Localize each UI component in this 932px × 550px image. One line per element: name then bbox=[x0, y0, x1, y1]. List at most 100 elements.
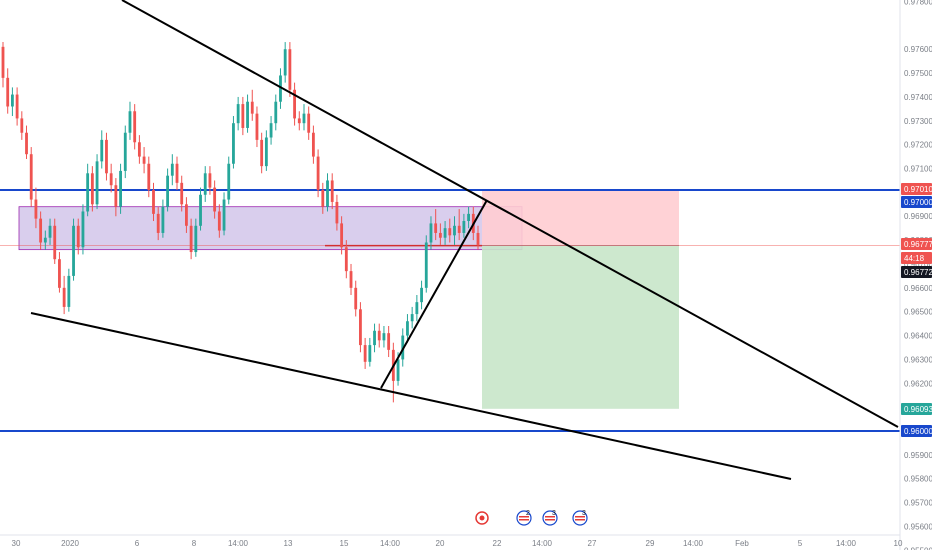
price-tick-label: 0.96300 bbox=[904, 355, 932, 364]
lower-wedge-line[interactable] bbox=[30, 312, 792, 480]
candle-body bbox=[330, 180, 334, 202]
candle-body bbox=[58, 259, 61, 288]
price-badges: 0.97010 0.97000 0.96777 44:18 0.96772 0.96093… bbox=[901, 183, 932, 437]
us-flag-icon[interactable] bbox=[542, 510, 558, 526]
candle-body bbox=[363, 345, 367, 362]
candle-body bbox=[424, 242, 428, 288]
candle-body bbox=[283, 49, 287, 76]
time-tick-label: 15 bbox=[340, 539, 349, 548]
candle-body bbox=[137, 142, 141, 157]
candle-body bbox=[166, 175, 170, 207]
candle-body bbox=[316, 156, 320, 190]
price-badge-label: 0.96093 bbox=[904, 405, 932, 414]
candle-body bbox=[241, 104, 245, 128]
candle-body bbox=[373, 330, 376, 346]
flag-stripe bbox=[575, 516, 585, 518]
candle-body bbox=[250, 101, 254, 114]
price-tick-label: 0.96500 bbox=[904, 308, 932, 317]
upper-wedge-line[interactable] bbox=[121, 0, 899, 428]
candle-body bbox=[53, 225, 57, 260]
candle-body bbox=[25, 132, 28, 155]
zone-layer bbox=[18, 206, 523, 251]
time-tick-label: 14:00 bbox=[836, 539, 857, 548]
flag-stripe bbox=[519, 516, 529, 518]
candle-body bbox=[236, 104, 240, 124]
price-tick-label: 0.96600 bbox=[904, 284, 932, 293]
price-tick-label: 0.97100 bbox=[904, 165, 932, 174]
price-badge bbox=[901, 238, 932, 250]
candle-body bbox=[199, 194, 202, 226]
flag-event-dot bbox=[479, 515, 485, 521]
candle-body bbox=[123, 132, 127, 171]
position-stop-zone bbox=[482, 190, 679, 246]
candle-body bbox=[232, 123, 235, 164]
candle-body bbox=[29, 154, 33, 200]
time-tick-label: 14:00 bbox=[380, 539, 401, 548]
candle-body bbox=[62, 287, 66, 307]
rising-line[interactable] bbox=[380, 199, 488, 389]
time-tick-label: 29 bbox=[646, 539, 655, 548]
time-axis[interactable]: 30 2020 6 8 14:00 13 15 14:00 20 22 14:00 27 29 14:00… bbox=[12, 539, 903, 548]
candle-body bbox=[382, 333, 386, 341]
price-badge bbox=[901, 266, 932, 278]
candle-body bbox=[349, 271, 353, 288]
candle-body bbox=[185, 204, 188, 226]
candle-body bbox=[340, 223, 344, 248]
candle-body bbox=[368, 345, 372, 362]
candle-body bbox=[39, 218, 43, 243]
candle-body bbox=[152, 190, 155, 214]
candle-body bbox=[307, 113, 311, 133]
candle-body bbox=[1, 46, 5, 78]
candle-body bbox=[100, 139, 104, 162]
price-badge-label: 0.96000 bbox=[904, 427, 932, 436]
time-tick-label: 27 bbox=[588, 539, 597, 548]
price-tick-label: 0.97200 bbox=[904, 141, 932, 150]
price-tick-label: 0.95600 bbox=[904, 522, 932, 531]
candle-body bbox=[20, 118, 24, 133]
trendlines[interactable] bbox=[30, 0, 899, 480]
candle-body bbox=[119, 170, 122, 207]
candle-body bbox=[208, 173, 212, 188]
candle-body bbox=[246, 101, 249, 128]
time-tick-label: 14:00 bbox=[532, 539, 553, 548]
us-flag-icon[interactable] bbox=[516, 510, 532, 526]
candle-body bbox=[279, 75, 282, 102]
flag-stripe bbox=[545, 519, 555, 521]
us-flag-icon[interactable] bbox=[572, 510, 588, 526]
price-badge bbox=[901, 252, 932, 264]
candle-body bbox=[476, 232, 480, 245]
price-tick-label: 0.96400 bbox=[904, 332, 932, 341]
candle-body bbox=[133, 111, 137, 143]
candle-body bbox=[161, 206, 165, 233]
candle-body bbox=[344, 247, 348, 272]
candle-body bbox=[415, 302, 419, 315]
price-tick-label: 0.96200 bbox=[904, 379, 932, 388]
candle-body bbox=[274, 101, 278, 124]
time-tick-label: 14:00 bbox=[228, 539, 249, 548]
candle-body bbox=[321, 190, 325, 207]
event-markers[interactable]: 2 3 3 bbox=[475, 510, 588, 526]
time-tick-label: 14:00 bbox=[683, 539, 704, 548]
candle-body bbox=[311, 132, 315, 157]
candle-body bbox=[288, 49, 292, 90]
price-tick-label: 0.97600 bbox=[904, 45, 932, 54]
time-tick-label: 8 bbox=[192, 539, 197, 548]
price-tick-label: 0.95500 bbox=[904, 546, 932, 550]
price-badge bbox=[901, 425, 932, 437]
candle-body bbox=[396, 359, 400, 381]
candle-body bbox=[105, 139, 108, 174]
candle-body bbox=[377, 330, 381, 341]
candle-body bbox=[34, 199, 38, 219]
candle-body bbox=[354, 287, 358, 310]
candle-body bbox=[147, 163, 151, 190]
candle-body bbox=[438, 232, 442, 238]
candle-body bbox=[335, 201, 339, 224]
candle-body bbox=[189, 225, 193, 253]
price-tick-label: 0.95700 bbox=[904, 499, 932, 508]
candle-body bbox=[142, 156, 146, 164]
price-tick-label: 0.95900 bbox=[904, 451, 932, 460]
price-badge bbox=[901, 403, 932, 415]
